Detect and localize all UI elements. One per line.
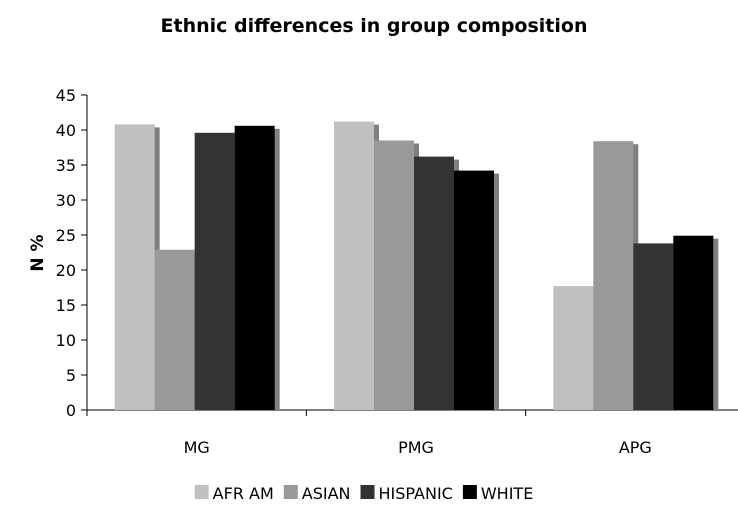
legend: AFR AM ASIAN HISPANIC WHITE	[194, 484, 533, 503]
legend-entry: WHITE	[481, 484, 533, 503]
y-tick-label: 5	[66, 366, 76, 385]
legend-entry: ASIAN	[302, 484, 351, 503]
legend-swatch	[283, 485, 298, 499]
legend-entry: AFR AM	[213, 484, 274, 503]
bar	[414, 156, 454, 410]
legend-swatch	[194, 485, 209, 499]
legend-entry: HISPANIC	[379, 484, 453, 503]
y-axis-label: N %	[28, 234, 48, 271]
bar	[234, 125, 275, 411]
y-tick-label: 10	[56, 331, 76, 350]
legend-swatch	[360, 485, 375, 499]
y-tick-label: 20	[56, 261, 76, 280]
x-tick-label: APG	[619, 438, 652, 457]
y-tick-label: 45	[56, 86, 76, 105]
bar	[673, 235, 714, 410]
legend-swatch	[462, 485, 477, 499]
x-tick-label: PMG	[398, 438, 434, 457]
bar	[633, 243, 674, 410]
bar	[334, 121, 374, 410]
bar	[374, 140, 414, 410]
plot-area: 0 5 10 15 20 25 30 35 40 45 MG PMG APG	[56, 86, 738, 457]
bar	[154, 249, 195, 410]
x-tick-label: MG	[184, 438, 210, 457]
bar	[194, 132, 235, 411]
y-tick-label: 40	[56, 121, 76, 140]
chart-title: Ethnic differences in group composition	[161, 15, 588, 37]
bar	[593, 141, 634, 410]
bar	[553, 286, 594, 410]
y-tick-label: 15	[56, 296, 76, 315]
bar	[454, 170, 494, 410]
y-tick-label: 35	[56, 156, 76, 175]
y-tick-label: 25	[56, 226, 76, 245]
y-tick-label: 0	[66, 401, 76, 420]
bar	[114, 124, 155, 411]
y-tick-label: 30	[56, 191, 76, 210]
